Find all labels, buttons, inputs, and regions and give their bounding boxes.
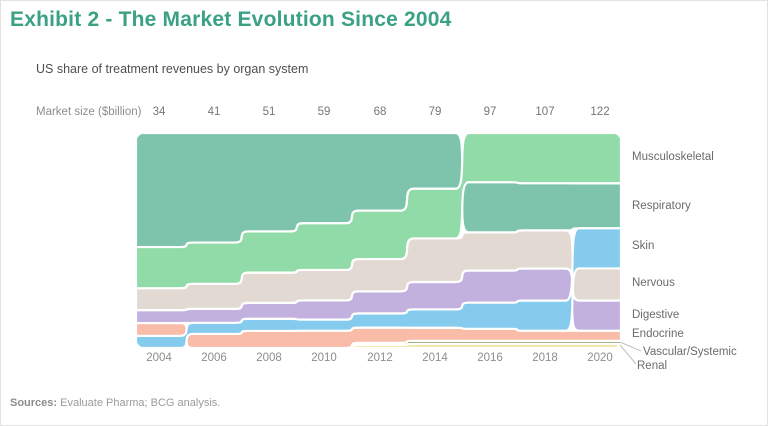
x-axis-tick: 2018 — [532, 352, 558, 364]
band-vascular-systemic — [136, 339, 621, 348]
sources-note: Sources: Evaluate Pharma; BCG analysis. — [10, 397, 220, 409]
market-size-value: 41 — [207, 106, 221, 118]
page-title: Exhibit 2 - The Market Evolution Since 2… — [10, 8, 452, 31]
market-size-value: 68 — [373, 106, 387, 118]
stream-chart — [136, 133, 621, 348]
series-label-musculoskeletal: Musculoskeletal — [632, 151, 714, 163]
x-axis-tick: 2006 — [201, 352, 227, 364]
stream-chart-svg — [136, 133, 621, 348]
x-axis-tick: 2016 — [477, 352, 503, 364]
market-size-value: 59 — [317, 106, 331, 118]
x-axis-tick: 2008 — [256, 352, 282, 364]
band-musculoskeletal — [136, 133, 621, 290]
market-size-value: 51 — [262, 106, 276, 118]
sources-text: Evaluate Pharma; BCG analysis. — [57, 397, 221, 409]
chart-subtitle: US share of treatment revenues by organ … — [36, 62, 309, 76]
market-size-value: 34 — [152, 106, 166, 118]
market-size-value: 79 — [428, 106, 442, 118]
market-size-value: 97 — [483, 106, 497, 118]
series-label-renal: Renal — [637, 360, 668, 372]
x-axis-tick: 2014 — [422, 352, 448, 364]
x-axis-tick: 2004 — [146, 352, 172, 364]
series-label-nervous: Nervous — [632, 277, 675, 289]
series-label-endocrine: Endocrine — [632, 328, 684, 340]
x-axis-tick: 2020 — [587, 352, 613, 364]
x-axis-tick: 2010 — [311, 352, 337, 364]
series-label-respiratory: Respiratory — [632, 200, 691, 212]
x-axis-tick: 2012 — [367, 352, 393, 364]
series-label-vascular-systemic: Vascular/Systemic — [643, 346, 737, 358]
series-label-skin: Skin — [632, 240, 655, 252]
market-size-value: 107 — [535, 106, 555, 118]
sources-prefix: Sources: — [10, 397, 58, 409]
label-leader-lines — [619, 341, 642, 365]
market-size-value: 122 — [590, 106, 610, 118]
band-skin — [136, 227, 621, 348]
market-size-axis-label: Market size ($billion) — [36, 106, 142, 118]
series-label-digestive: Digestive — [632, 309, 680, 321]
